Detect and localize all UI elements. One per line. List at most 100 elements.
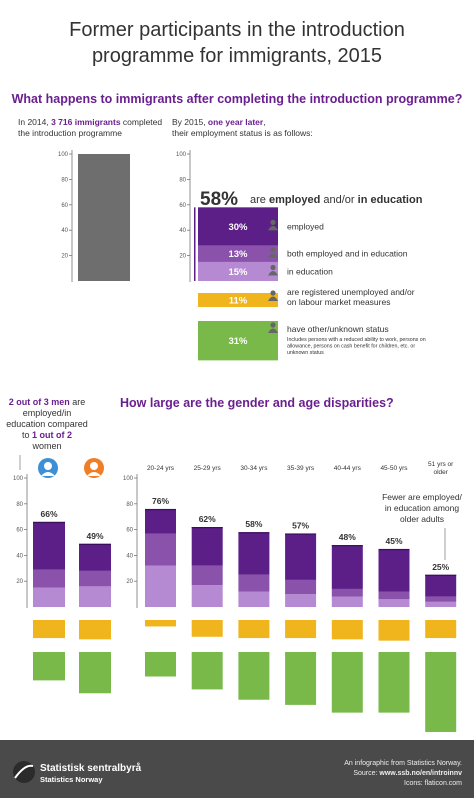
bar-segment (198, 245, 278, 262)
legend-icon-head (270, 219, 276, 225)
text-line: 51 yrs or (428, 461, 454, 468)
legend-label: both employed and in education (287, 249, 408, 259)
y-tick-label: 20 (179, 254, 186, 260)
x-tick-label: 30-34 yrs (240, 465, 268, 472)
bar-segment (79, 543, 111, 571)
icon-head (90, 462, 98, 470)
y-tick-label: 20 (126, 579, 133, 585)
bar-segment (378, 548, 410, 592)
bar-segment (425, 596, 457, 602)
title-line: programme for immigrants, 2015 (92, 45, 382, 67)
x-tick-label: 25-29 yrs (194, 465, 222, 472)
annotation-line: women (31, 441, 61, 451)
bar-segment (191, 527, 223, 566)
intro-text: In 2014, 3 716 immigrants completed (18, 117, 162, 127)
y-tick-label: 40 (126, 553, 133, 559)
x-tick-label: 40-44 yrs (334, 465, 362, 472)
text-part: one year later (208, 117, 264, 127)
bar-segment (378, 620, 410, 641)
text-part: Source: (353, 770, 379, 777)
total-marker (79, 543, 111, 545)
credit-line: An infographic from Statistics Norway. (344, 760, 462, 767)
text-part: 1 out of 2 (32, 430, 72, 440)
legend-label: in education (287, 266, 333, 276)
text-line: older (433, 469, 448, 476)
text-part: www.ssb.no/en/introinnv (378, 770, 462, 777)
total-marker (285, 533, 317, 535)
text-line: 30-34 yrs (240, 465, 268, 472)
icon-body (41, 472, 55, 476)
bar-segment (425, 574, 457, 597)
total-marker (425, 574, 457, 576)
legend-icon-body (268, 253, 278, 258)
text-line: 25-29 yrs (194, 465, 222, 472)
annotation-line: employed/in (23, 408, 72, 418)
woman-icon (84, 458, 104, 478)
annotation-line: education compared (6, 419, 88, 429)
bar-segment (238, 574, 270, 592)
text-part: , (263, 117, 265, 127)
y-tick-label: 100 (58, 152, 69, 158)
intro-text: their employment status is as follows: (172, 128, 313, 138)
segment-label: 30% (228, 222, 248, 233)
y-tick-label: 80 (16, 502, 23, 508)
bar-segment (378, 652, 410, 713)
bar-segment (145, 620, 176, 627)
y-tick-label: 100 (13, 476, 24, 482)
total-label: 62% (199, 514, 216, 524)
bar-segment (33, 620, 65, 639)
annotation-line: older adults (400, 514, 444, 524)
bar-segment (331, 588, 363, 597)
bar-segment (33, 521, 65, 570)
legend-label: employed (287, 221, 324, 231)
y-tick-label: 60 (126, 528, 133, 534)
y-tick-label: 80 (179, 177, 186, 183)
legend-icon-body (268, 328, 278, 333)
annotation-line: 2 out of 3 men are (9, 397, 86, 407)
y-tick-label: 20 (61, 254, 68, 260)
bar-segment (331, 545, 363, 589)
bar-segment (285, 533, 317, 580)
y-tick-label: 60 (16, 528, 23, 534)
text-part: By 2015, (172, 117, 208, 127)
bar-segment (198, 293, 278, 307)
y-tick-label: 40 (179, 228, 186, 234)
text-line: on labour market measures (287, 297, 390, 307)
annotation-line: in education among (385, 503, 459, 513)
y-tick-label: 40 (16, 553, 23, 559)
bar-segment (425, 620, 457, 639)
bar-segment (425, 601, 457, 607)
text-line: have other/unknown status (287, 324, 389, 334)
gender-annotation: 2 out of 3 men are employed/in education… (6, 397, 88, 451)
bar-segment (79, 570, 111, 587)
legend-icon-head (270, 247, 276, 253)
text-line: 40-44 yrs (334, 465, 362, 472)
text-part: are (70, 397, 86, 407)
total-label: 25% (432, 562, 449, 572)
icon-body (87, 472, 101, 476)
text-part: in education (358, 194, 423, 206)
bar-segment (198, 261, 278, 281)
logo-swoosh (14, 764, 34, 779)
x-tick-label: 35-39 yrs (287, 465, 315, 472)
bar-segment (285, 652, 317, 705)
credits: An infographic from Statistics Norway. S… (344, 760, 462, 787)
y-tick-label: 40 (61, 228, 68, 234)
bar-segment (425, 652, 457, 732)
total-label: 66% (40, 509, 57, 519)
segment-label: 11% (229, 295, 248, 306)
total-marker (331, 545, 363, 547)
x-tick-label: 20-24 yrs (147, 465, 175, 472)
intro-text: the introduction programme (18, 128, 122, 138)
text-line: 35-39 yrs (287, 465, 315, 472)
footnote: Includes persons with a reduced ability … (287, 337, 426, 356)
headline-value: 58% (200, 189, 238, 210)
bar-segment (145, 565, 176, 607)
title-line: Former participants in the introduction (69, 19, 405, 41)
bar-segment (238, 532, 270, 575)
segment-label: 31% (228, 336, 248, 347)
bar-segment (191, 652, 223, 690)
total-label: 45% (385, 536, 402, 546)
